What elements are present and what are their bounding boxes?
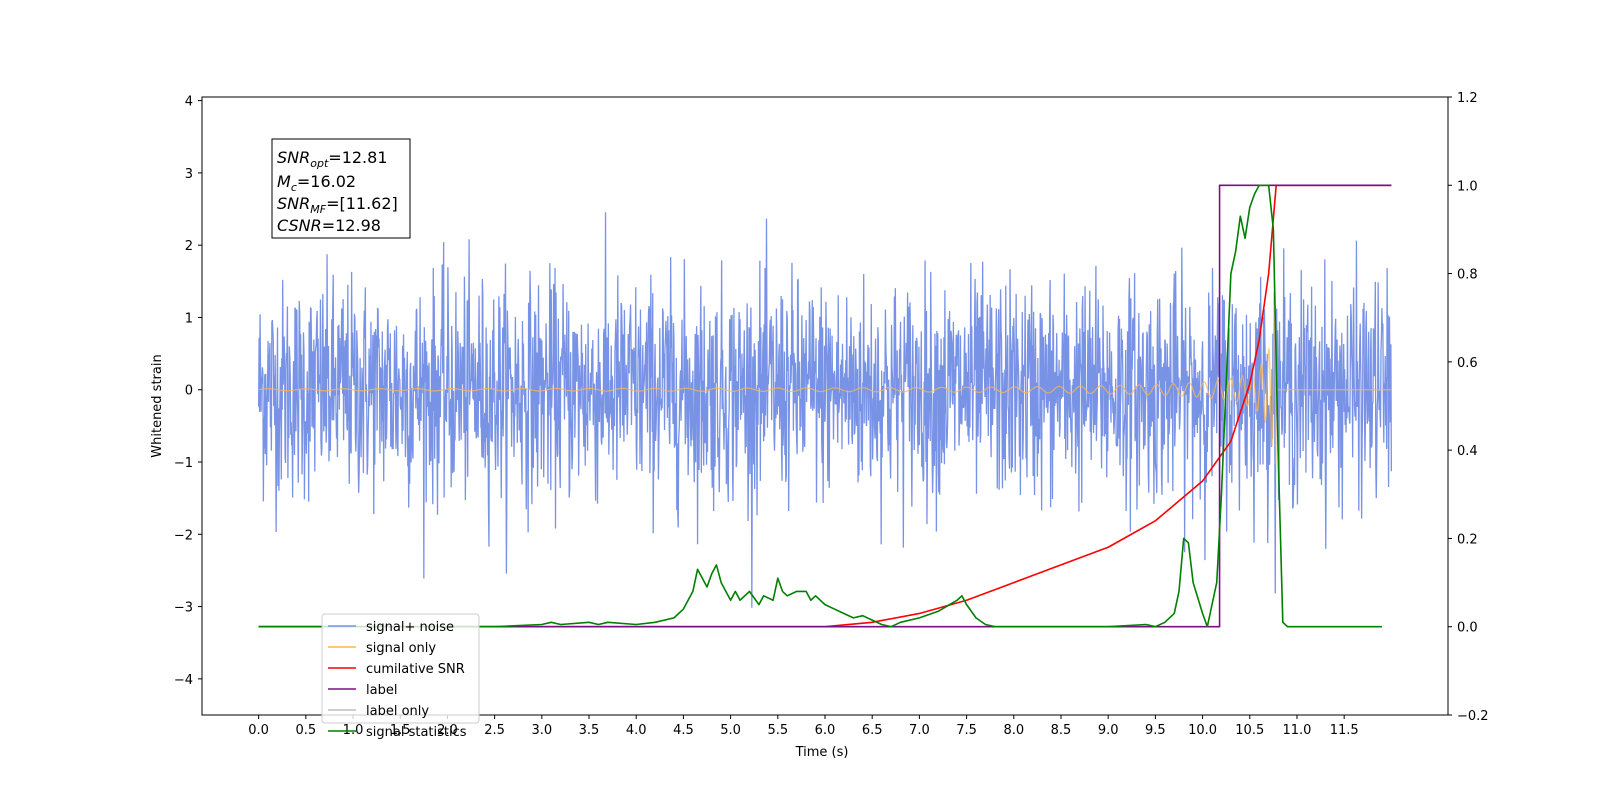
x-axis: 0.0 0.5 1.0 1.5 2.0 2.5 3.0 3.5 4.0 4.5 5.0 5.5 6.0 6… <box>248 715 1359 738</box>
legend: signal+ noise signal only cumilative SNR la… <box>321 613 480 740</box>
x-tick-label: 10.5 <box>1235 723 1264 738</box>
x-tick-label: 7.5 <box>956 723 977 738</box>
annotation-box: SNRopt=12.81 Mc=16.02 SNRMF=[11.62] CSNR… <box>271 138 411 239</box>
legend-label: signal only <box>366 641 436 656</box>
y-tick-label: −1 <box>174 456 193 471</box>
x-tick-label: 8.5 <box>1051 723 1072 738</box>
x-tick-label: 9.5 <box>1145 723 1166 738</box>
x-tick-label: 9.0 <box>1098 723 1119 738</box>
y-axis-label: Whitened strain <box>150 354 165 457</box>
x-tick-label: 4.0 <box>626 723 647 738</box>
y2-tick-label: −0.2 <box>1457 709 1489 724</box>
y2-tick-label: 1.0 <box>1457 179 1478 194</box>
y-tick-label: 3 <box>185 167 193 182</box>
y-axis-left: 4 3 2 1 0 −1 −2 −3 −4 <box>174 95 202 688</box>
legend-label: signal statistics <box>366 725 467 740</box>
legend-label: label <box>366 683 397 698</box>
x-tick-label: 6.0 <box>815 723 836 738</box>
series-signal-only <box>258 304 1392 465</box>
x-tick-label: 3.0 <box>531 723 552 738</box>
x-tick-label: 6.5 <box>862 723 883 738</box>
x-tick-label: 0.0 <box>248 723 269 738</box>
series-signal-statistics <box>258 184 1382 628</box>
x-tick-label: 5.0 <box>720 723 741 738</box>
x-tick-label: 8.0 <box>1003 723 1024 738</box>
y2-tick-label: 1.2 <box>1457 91 1478 106</box>
x-axis-label: Time (s) <box>795 745 849 760</box>
x-tick-label: 11.5 <box>1330 723 1359 738</box>
x-tick-label: 3.5 <box>579 723 600 738</box>
x-tick-label: 2.5 <box>484 723 505 738</box>
x-tick-label: 2.0 <box>437 723 458 738</box>
y-tick-label: 2 <box>185 239 193 254</box>
y2-tick-label: 0.4 <box>1457 444 1478 459</box>
annotation-snr-mf: SNRMF=[11.62] <box>277 194 398 216</box>
annotation-snr-opt: SNRopt=12.81 <box>277 148 388 170</box>
x-tick-label: 4.5 <box>673 723 694 738</box>
y-tick-label: 1 <box>185 311 193 326</box>
x-tick-label: 0.5 <box>295 723 316 738</box>
annotation-mc: Mc=16.02 <box>277 172 356 194</box>
y2-tick-label: 0.8 <box>1457 268 1478 283</box>
annotation-box-frame <box>271 138 411 239</box>
y-tick-label: −2 <box>174 528 193 543</box>
y2-tick-label: 0.0 <box>1457 621 1478 636</box>
legend-label: label only <box>366 704 429 719</box>
x-tick-label: 11.0 <box>1282 723 1311 738</box>
series-signal-noise <box>257 212 1393 608</box>
x-tick-label: 5.5 <box>767 723 788 738</box>
legend-label: cumilative SNR <box>366 662 465 677</box>
x-tick-label: 7.0 <box>909 723 930 738</box>
annotation-csnr: CSNR=12.98 <box>277 216 381 235</box>
legend-label: signal+ noise <box>366 620 454 635</box>
y-tick-label: 0 <box>185 384 193 399</box>
y2-tick-label: 0.2 <box>1457 532 1478 547</box>
legend-frame <box>321 613 480 724</box>
y-tick-label: 4 <box>185 95 193 110</box>
x-tick-label: 1.5 <box>390 723 411 738</box>
y-tick-label: −3 <box>174 601 193 616</box>
y-tick-label: −4 <box>174 673 193 688</box>
series-cumilative-snr <box>258 184 1392 628</box>
y-axis-right: 1.2 1.0 0.8 0.6 0.4 0.2 0.0 −0.2 <box>1448 91 1489 724</box>
y2-tick-label: 0.6 <box>1457 356 1478 371</box>
x-tick-label: 10.0 <box>1188 723 1217 738</box>
